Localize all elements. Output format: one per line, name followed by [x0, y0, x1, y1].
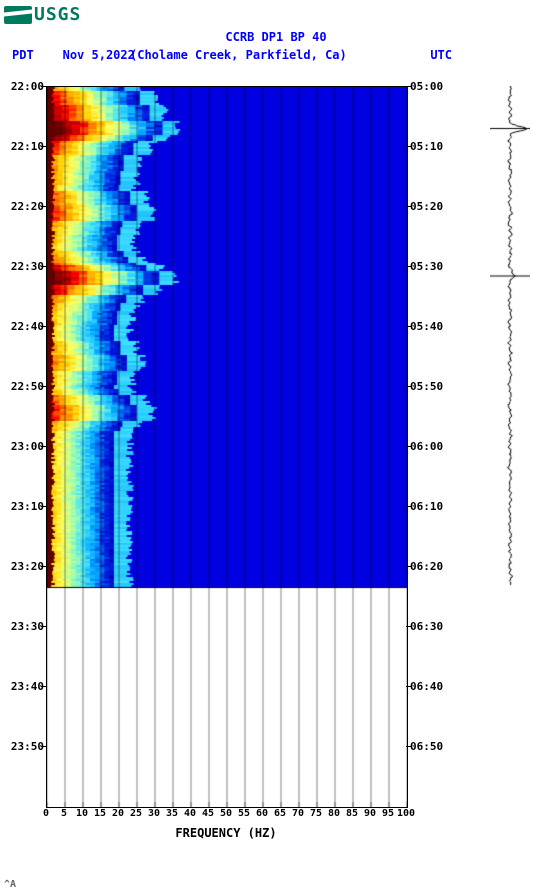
ytick-right: 06:50	[410, 740, 443, 753]
xtick: 30	[148, 808, 160, 819]
x-axis-ticks: 0510152025303540455055606570758085909510…	[46, 808, 406, 824]
ytick-right: 05:00	[410, 80, 443, 93]
xtick: 85	[346, 808, 358, 819]
usgs-logo: USGS	[4, 4, 81, 25]
ytick-left: 23:10	[4, 500, 44, 513]
pdt-label: PDT	[12, 48, 34, 62]
xtick: 5	[61, 808, 67, 819]
xtick: 55	[238, 808, 250, 819]
ytick-left: 22:30	[4, 260, 44, 273]
ytick-left: 23:00	[4, 440, 44, 453]
xtick: 40	[184, 808, 196, 819]
xtick: 80	[328, 808, 340, 819]
xtick: 60	[256, 808, 268, 819]
logo-text: USGS	[34, 4, 81, 25]
spectrogram-canvas	[47, 87, 407, 807]
ytick-right: 06:20	[410, 560, 443, 573]
ytick-right: 05:30	[410, 260, 443, 273]
xtick: 10	[76, 808, 88, 819]
ytick-right: 06:40	[410, 680, 443, 693]
xtick: 0	[43, 808, 49, 819]
ytick-left: 23:30	[4, 620, 44, 633]
logo-wave-icon	[4, 6, 32, 24]
ytick-right: 05:50	[410, 380, 443, 393]
ytick-left: 23:20	[4, 560, 44, 573]
footnote: ^A	[4, 879, 16, 890]
waveform-sidebar	[490, 86, 530, 586]
location-label: (Cholame Creek, Parkfield, Ca)	[130, 48, 347, 62]
x-axis-label: FREQUENCY (HZ)	[46, 826, 406, 840]
ytick-left: 22:20	[4, 200, 44, 213]
xtick: 100	[397, 808, 415, 819]
xtick: 25	[130, 808, 142, 819]
ytick-right: 05:10	[410, 140, 443, 153]
xtick: 65	[274, 808, 286, 819]
date-label: Nov 5,2022	[63, 48, 135, 62]
ytick-left: 23:50	[4, 740, 44, 753]
ytick-left: 22:10	[4, 140, 44, 153]
xtick: 15	[94, 808, 106, 819]
ytick-right: 06:30	[410, 620, 443, 633]
waveform-canvas	[490, 86, 530, 586]
xtick: 35	[166, 808, 178, 819]
xtick: 75	[310, 808, 322, 819]
tz-right-label: UTC	[430, 48, 452, 62]
ytick-right: 05:40	[410, 320, 443, 333]
ytick-right: 06:00	[410, 440, 443, 453]
xtick: 70	[292, 808, 304, 819]
xtick: 95	[382, 808, 394, 819]
xtick: 20	[112, 808, 124, 819]
chart-title: CCRB DP1 BP 40	[0, 30, 552, 44]
xtick: 50	[220, 808, 232, 819]
ytick-right: 05:20	[410, 200, 443, 213]
ytick-left: 22:50	[4, 380, 44, 393]
spectrogram-plot	[46, 86, 408, 808]
ytick-left: 22:00	[4, 80, 44, 93]
xtick: 45	[202, 808, 214, 819]
ytick-left: 23:40	[4, 680, 44, 693]
ytick-left: 22:40	[4, 320, 44, 333]
tz-left-label: PDT Nov 5,2022	[12, 48, 135, 62]
ytick-right: 06:10	[410, 500, 443, 513]
xtick: 90	[364, 808, 376, 819]
